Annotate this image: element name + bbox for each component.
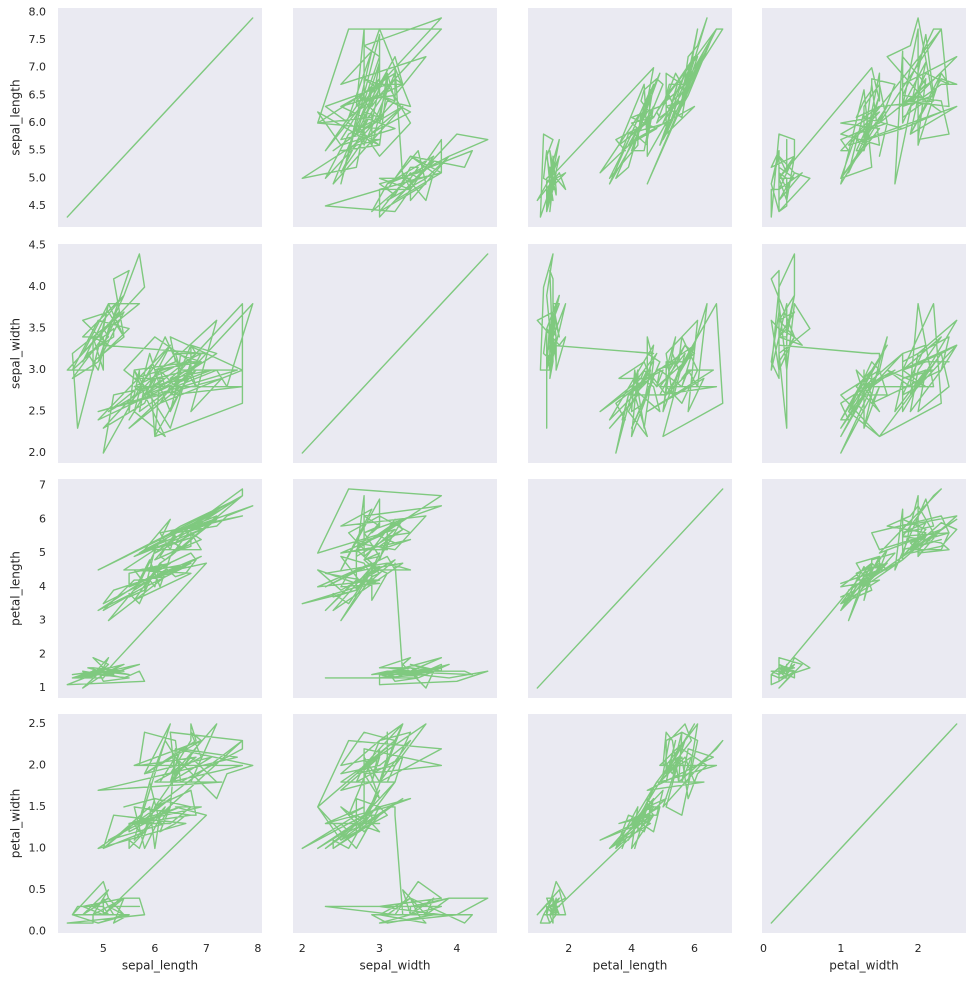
- y-tick-label: 4.5: [29, 199, 47, 212]
- panel-background: [293, 479, 497, 698]
- x-tick-label: 2: [565, 942, 572, 955]
- y-tick-label: 7: [39, 479, 46, 492]
- y-axis-label: petal_width: [9, 789, 23, 858]
- y-tick-label: 3: [39, 614, 46, 627]
- x-tick-label: 1: [837, 942, 844, 955]
- y-axis-label: petal_length: [9, 551, 23, 626]
- y-tick-label: 7.0: [29, 61, 47, 74]
- y-tick-label: 6.5: [29, 88, 47, 101]
- data-line: [536, 723, 724, 924]
- y-tick-label: 2.5: [29, 717, 47, 730]
- data-line: [536, 17, 724, 218]
- x-axis-label: sepal_length: [122, 959, 198, 973]
- data-line: [301, 723, 489, 924]
- y-tick-label: 4.0: [29, 280, 47, 293]
- y-tick-label: 4.5: [29, 239, 47, 252]
- data-line: [66, 253, 254, 454]
- x-axis-label: sepal_width: [359, 959, 430, 973]
- panel-background: [528, 714, 732, 933]
- x-tick-label: 2: [299, 942, 306, 955]
- y-tick-label: 1.5: [29, 800, 47, 813]
- x-tick-label: 0: [760, 942, 767, 955]
- data-line: [770, 253, 958, 454]
- data-line: [301, 253, 489, 454]
- y-tick-label: 0.0: [29, 924, 47, 937]
- y-tick-label: 5.5: [29, 144, 47, 157]
- y-tick-label: 6.0: [29, 116, 47, 129]
- panel-background: [762, 479, 966, 698]
- y-tick-label: 6: [39, 512, 46, 525]
- x-tick-label: 7: [203, 942, 210, 955]
- y-axis-label: sepal_width: [9, 318, 23, 389]
- y-tick-label: 7.5: [29, 33, 47, 46]
- data-line: [770, 17, 958, 218]
- x-tick-label: 4: [628, 942, 635, 955]
- x-tick-label: 4: [453, 942, 460, 955]
- y-tick-label: 3.0: [29, 363, 47, 376]
- panel-background: [528, 244, 732, 463]
- data-line: [301, 17, 489, 218]
- x-tick-label: 6: [691, 942, 698, 955]
- x-tick-label: 5: [100, 942, 107, 955]
- x-tick-label: 8: [254, 942, 261, 955]
- data-line: [536, 253, 724, 454]
- x-axis-label: petal_width: [829, 959, 898, 973]
- y-tick-label: 3.5: [29, 322, 47, 335]
- y-tick-label: 1.0: [29, 841, 47, 854]
- y-tick-label: 8.0: [29, 5, 47, 18]
- y-tick-label: 2: [39, 647, 46, 660]
- y-tick-label: 5.0: [29, 171, 47, 184]
- y-tick-label: 2.0: [29, 758, 47, 771]
- y-tick-label: 2.5: [29, 405, 47, 418]
- data-line: [301, 488, 489, 689]
- data-line: [66, 17, 254, 218]
- x-tick-label: 3: [376, 942, 383, 955]
- y-tick-label: 5: [39, 546, 46, 559]
- data-line: [66, 488, 254, 689]
- x-tick-label: 2: [915, 942, 922, 955]
- data-line: [770, 723, 958, 924]
- y-tick-label: 1: [39, 681, 46, 694]
- y-tick-label: 4: [39, 580, 46, 593]
- x-axis-label: petal_length: [593, 959, 668, 973]
- data-line: [770, 488, 958, 689]
- data-line: [536, 488, 724, 689]
- data-line: [66, 723, 254, 924]
- y-tick-label: 2.0: [29, 446, 47, 459]
- y-tick-label: 0.5: [29, 883, 47, 896]
- x-tick-label: 6: [151, 942, 158, 955]
- y-axis-label: sepal_length: [9, 79, 23, 155]
